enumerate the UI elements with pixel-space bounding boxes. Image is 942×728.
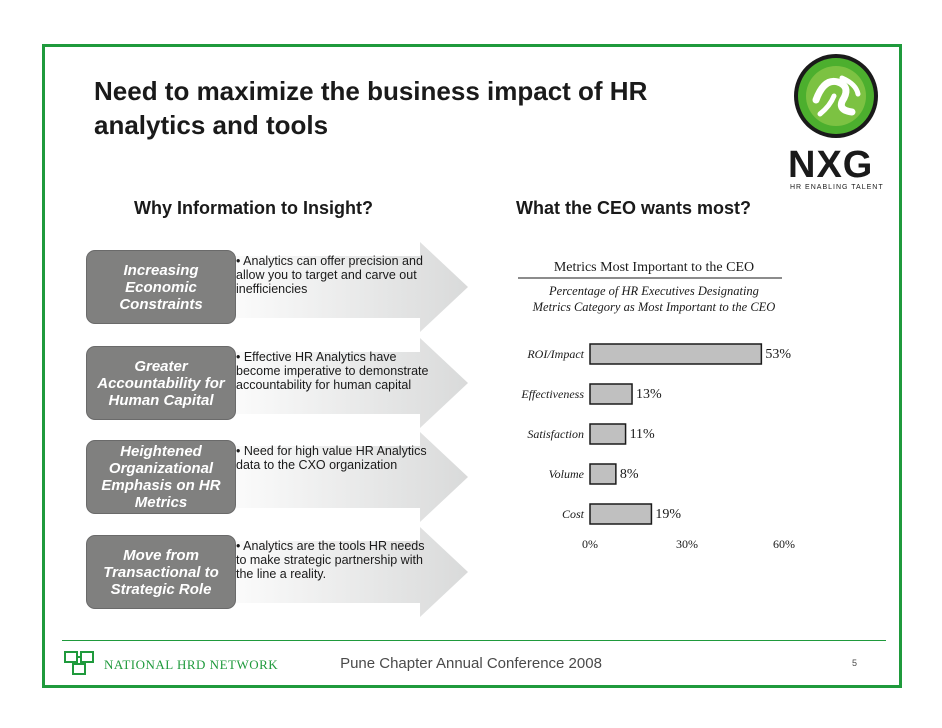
reason-text: • Analytics are the tools HR needs to ma… <box>236 539 425 581</box>
bar <box>589 503 653 525</box>
logo-tagline: HR ENABLING TALENT <box>790 184 884 191</box>
category-label: Satisfaction <box>527 427 584 441</box>
arrow-shape <box>206 242 468 332</box>
footer-conference: Pune Chapter Annual Conference 2008 <box>340 655 602 672</box>
arrow-shape <box>206 527 468 617</box>
chart-title: Metrics Most Important to the CEO <box>554 260 754 275</box>
bar <box>589 383 633 405</box>
nhrdn-logo <box>64 651 94 675</box>
bar <box>589 343 763 365</box>
reason-row: Heightened Organizational Emphasis on HR… <box>86 432 470 522</box>
category-label: Cost <box>562 507 585 521</box>
slide-title: Need to maximize the business impact of … <box>94 76 648 140</box>
value-label: 13% <box>636 387 662 402</box>
category-label: Volume <box>549 467 585 481</box>
chart-subtitle: Percentage of HR Executives Designating <box>548 284 759 298</box>
ceo-metrics-chart: Metrics Most Important to the CEO Percen… <box>518 260 795 551</box>
reason-label: Heightened Organizational Emphasis on HR… <box>86 440 236 514</box>
reason-text: • Analytics can offer precision and allo… <box>236 254 423 296</box>
chart-subtitle: Metrics Category as Most Important to th… <box>532 300 776 314</box>
value-label: 8% <box>620 467 639 482</box>
x-tick-label: 30% <box>676 537 698 551</box>
logo-wordmark: NXG <box>788 144 874 186</box>
footer-divider <box>62 640 886 641</box>
value-label: 19% <box>655 507 681 522</box>
nxg-logo <box>794 54 878 138</box>
reason-label: Greater Accountability for Human Capital <box>86 346 236 420</box>
category-label: Effectiveness <box>520 387 584 401</box>
arrow-shape <box>206 432 468 522</box>
reason-row: Greater Accountability for Human Capital… <box>86 338 470 428</box>
category-label: ROI/Impact <box>526 347 584 361</box>
footer-org: NATIONAL HRD NETWORK <box>104 657 279 672</box>
reason-text: • Effective HR Analytics have become imp… <box>236 350 429 392</box>
right-heading: What the CEO wants most? <box>516 198 752 218</box>
slide-frame <box>42 44 902 688</box>
x-tick-label: 60% <box>773 537 795 551</box>
reason-row: Increasing Economic Constraints • Analyt… <box>86 242 470 332</box>
page-number: 5 <box>852 658 858 668</box>
arrow-shape <box>206 338 468 428</box>
value-label: 53% <box>765 347 791 362</box>
reason-label: Increasing Economic Constraints <box>86 250 236 324</box>
left-heading: Why Information to Insight? <box>134 198 373 218</box>
reason-text: • Need for high value HR Analytics data … <box>236 444 427 472</box>
value-label: 11% <box>630 427 655 442</box>
bar <box>589 423 627 445</box>
x-tick-label: 0% <box>582 537 598 551</box>
reason-row: Move from Transactional to Strategic Rol… <box>86 527 470 617</box>
reason-label: Move from Transactional to Strategic Rol… <box>86 535 236 609</box>
bar <box>589 463 617 485</box>
